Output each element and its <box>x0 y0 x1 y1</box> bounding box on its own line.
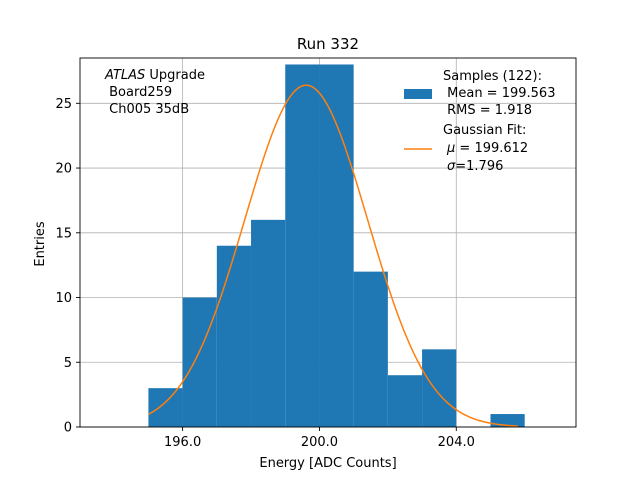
legend-sigma-value: =1.796 <box>455 159 503 174</box>
annotation-atlas: ATLAS <box>104 68 145 83</box>
legend: Samples (122): Mean = 199.563 RMS = 1.91… <box>404 69 555 174</box>
histogram-bar <box>251 219 286 427</box>
y-tick-label: 25 <box>55 97 72 112</box>
annotation-line-1: ATLAS Upgrade <box>104 68 205 83</box>
histogram-bar <box>148 388 183 427</box>
y-axis-ticks: 0 5 10 15 20 25 <box>55 97 80 436</box>
histogram-bar <box>490 414 525 427</box>
chart-title: Run 332 <box>297 35 359 53</box>
plot-frame <box>79 57 577 428</box>
x-tick-label: 204.0 <box>438 435 475 450</box>
legend-samples-mean: Mean = 199.563 <box>443 86 555 101</box>
y-tick-label: 0 <box>64 421 72 436</box>
y-tick-label: 15 <box>55 226 72 241</box>
histogram-bar <box>216 245 252 427</box>
histogram-bar <box>182 297 217 427</box>
histogram-bars <box>148 64 525 427</box>
y-axis-label: Entries <box>33 221 48 267</box>
legend-samples-title: Samples (122): <box>443 69 542 84</box>
gaussian-fit-curve <box>148 84 518 427</box>
legend-fit-sigma: σ=1.796 <box>447 159 503 174</box>
legend-samples-patch <box>404 89 432 99</box>
annotation-line-2: Board259 <box>105 85 172 100</box>
x-tick-label: 196.0 <box>164 435 201 450</box>
legend-sigma-symbol: σ <box>447 159 456 174</box>
x-axis-ticks: 196.0 200.0 204.0 <box>164 427 475 450</box>
x-axis-label: Energy [ADC Counts] <box>259 456 396 471</box>
histogram-bar <box>319 64 354 427</box>
histogram-bar <box>353 271 388 427</box>
y-tick-label: 10 <box>55 291 72 306</box>
annotation-upgrade: Upgrade <box>145 68 205 83</box>
histogram-bar <box>387 375 423 427</box>
y-tick-label: 20 <box>55 162 72 177</box>
y-tick-label: 5 <box>64 356 72 371</box>
legend-fit-mu: μ = 199.612 <box>446 141 528 156</box>
annotation-line-3: Ch005 35dB <box>105 102 189 117</box>
legend-mu-symbol: μ <box>446 141 455 156</box>
histogram-bar <box>285 64 320 427</box>
atlas-annotation: ATLAS Upgrade Board259 Ch005 35dB <box>104 68 205 117</box>
legend-fit-title: Gaussian Fit: <box>443 123 526 138</box>
legend-mu-value: = 199.612 <box>455 141 528 156</box>
x-tick-label: 200.0 <box>301 435 338 450</box>
histogram-bar <box>422 349 457 427</box>
legend-samples-rms: RMS = 1.918 <box>443 103 532 118</box>
